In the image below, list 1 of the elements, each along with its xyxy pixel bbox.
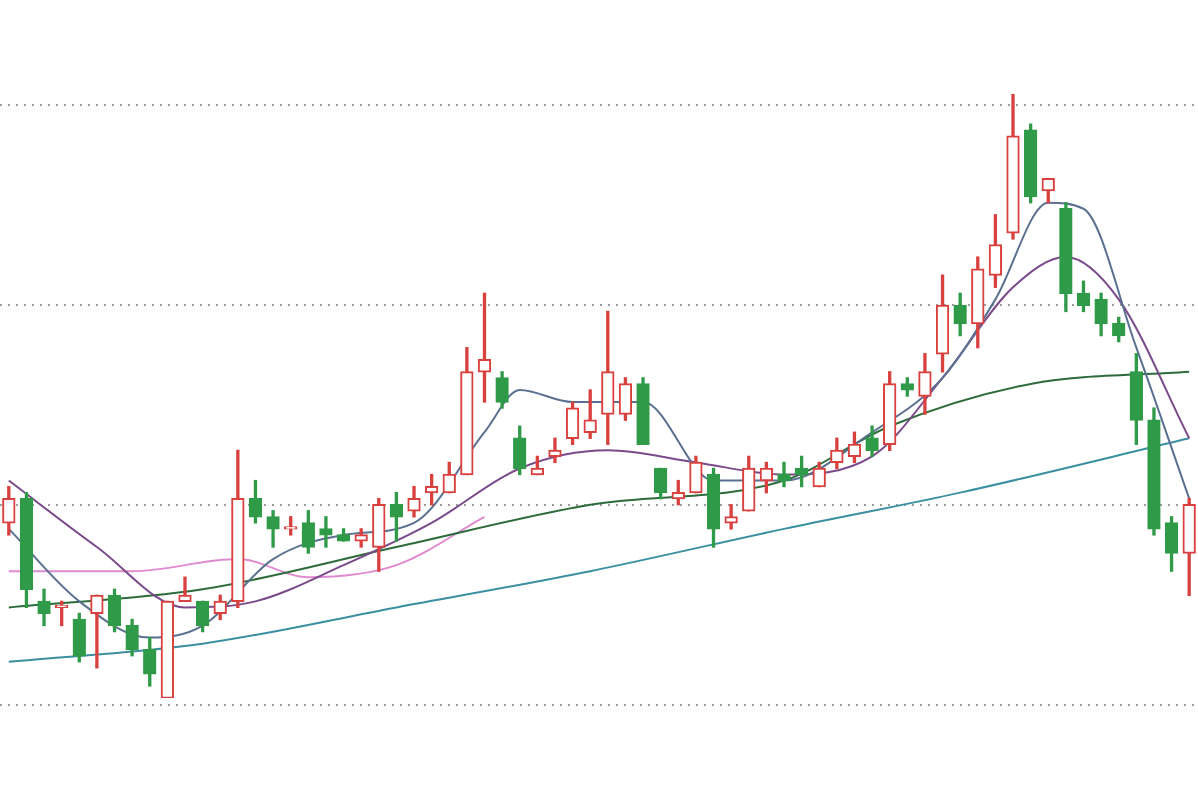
candlestick [319, 516, 333, 548]
